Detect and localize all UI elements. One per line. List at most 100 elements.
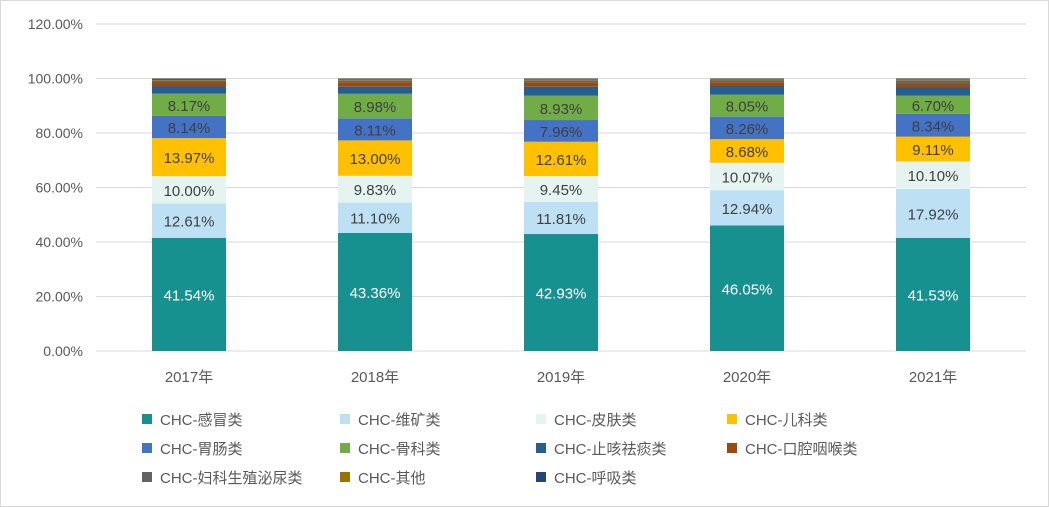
data-label: 8.93% [540,101,583,118]
bar-segment [710,162,784,191]
bar-segment [152,203,226,238]
bar-segment [338,93,412,119]
bar-segment [524,80,598,83]
bar-segment [524,201,598,235]
bar-segment [710,94,784,117]
data-label: 9.83% [354,182,397,199]
data-label: 10.07% [722,170,773,187]
bar-segment [338,232,412,351]
bar-segment [710,82,784,86]
legend-label: CHC-感冒类 [160,412,243,429]
bar-segment [338,79,412,81]
legend-label: CHC-胃肠类 [160,441,243,458]
data-label: 7.96% [540,124,583,141]
bar-segment [338,86,412,94]
legend-swatch [727,414,737,424]
bar-segment [896,136,970,162]
x-tick-label: 2021年 [909,369,957,386]
data-label: 13.00% [350,151,401,168]
bar-segment [338,80,412,83]
data-label: 12.94% [722,201,773,218]
data-label: 11.81% [536,211,586,228]
x-tick-label: 2019年 [537,369,585,386]
bar-segment [524,120,598,142]
bar-segment [338,82,412,87]
legend-label: CHC-维矿类 [358,412,441,429]
data-label: 10.10% [908,168,959,185]
bar-segment [896,237,970,351]
bar-segment [152,237,226,351]
data-label: 6.70% [912,98,955,115]
data-label: 9.45% [540,182,583,199]
bar-segment [524,79,598,81]
y-tick-label: 20.00% [36,289,83,305]
data-label: 42.93% [536,286,587,303]
legend-label: CHC-其他 [358,470,426,487]
bar-segment [896,79,970,81]
bar-segment [896,83,970,88]
bar-segment [710,78,784,80]
legend-swatch [536,443,546,453]
data-label: 8.14% [168,120,211,137]
bar-segment [710,80,784,83]
bar-segment [152,80,226,83]
data-label: 13.97% [164,150,215,167]
bar-segment [152,78,226,80]
legend-swatch [340,443,350,453]
bar-segment [710,79,784,81]
legend-swatch [340,472,350,482]
bar-segment [338,140,412,176]
bar-segment [338,202,412,233]
bar-segment [896,87,970,96]
data-label: 10.00% [164,183,215,200]
legend-swatch [142,443,152,453]
legend-label: CHC-止咳祛痰类 [554,441,667,458]
data-label: 8.68% [726,144,769,161]
x-tick-label: 2018年 [351,369,399,386]
bar-segment [338,175,412,203]
bar-segment [896,113,970,137]
bar-segment [896,95,970,114]
bar-segment [524,234,598,351]
data-label: 12.61% [164,214,215,231]
y-tick-label: 80.00% [36,125,83,141]
legend-label: CHC-妇科生殖泌尿类 [160,470,303,487]
legend-label: CHC-儿科类 [745,412,828,429]
data-label: 8.11% [354,122,395,139]
y-tick-label: 100.00% [28,71,83,87]
bar-segment [152,93,226,116]
bar-segment [896,80,970,84]
x-tick-label: 2017年 [165,369,213,386]
bar-segment [152,79,226,81]
y-tick-label: 120.00% [28,16,83,32]
bar-segment [524,95,598,121]
data-label: 8.05% [726,99,769,116]
bar-segment [152,176,226,204]
bar-segment [710,116,784,140]
bar-segment [338,118,412,141]
bar-segment [710,225,784,351]
bar-segment [524,82,598,87]
bar-segment [524,176,598,202]
bar-segment [338,78,412,80]
data-label: 17.92% [908,206,959,223]
legend-label: CHC-呼吸类 [554,470,637,487]
legend-swatch [142,414,152,424]
bar-segment [524,78,598,80]
data-label: 8.26% [726,121,769,138]
data-label: 8.98% [354,99,397,116]
legend-label: CHC-口腔咽喉类 [745,441,858,458]
data-label: 8.34% [912,118,955,135]
data-label: 43.36% [350,285,401,302]
x-tick-label: 2020年 [723,369,771,386]
data-label: 41.54% [164,287,215,304]
bar-segment [152,115,226,139]
bar-segment [152,86,226,94]
bar-segment [524,86,598,96]
bar-segment [152,138,226,177]
y-tick-label: 60.00% [36,180,83,196]
legend-label: CHC-骨科类 [358,441,441,458]
bar-segment [710,85,784,95]
